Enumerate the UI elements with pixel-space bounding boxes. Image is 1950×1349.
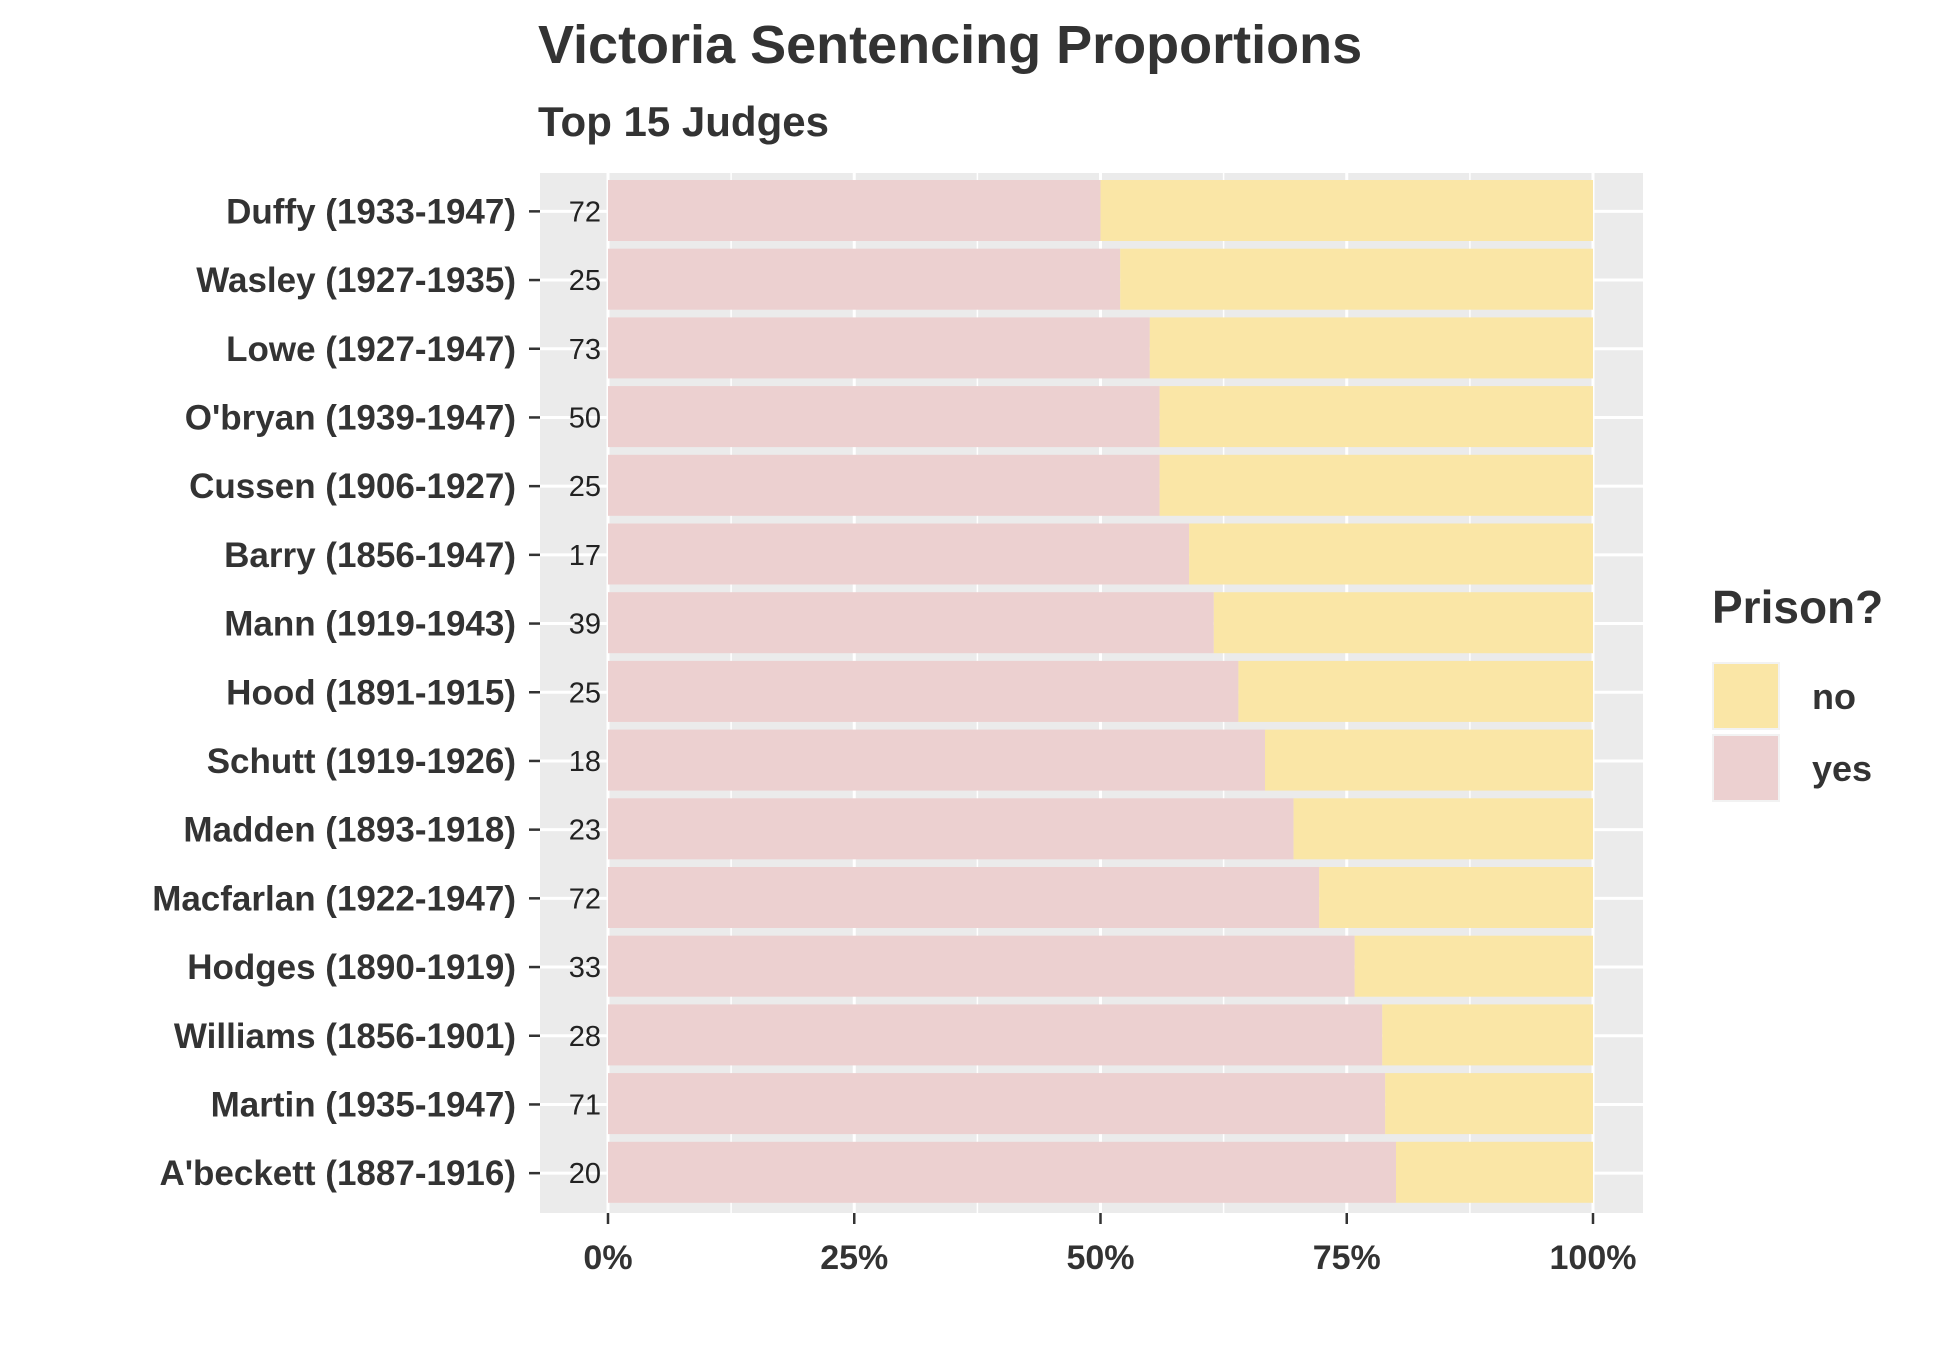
bar-no	[1293, 798, 1593, 860]
bar-yes	[608, 867, 1320, 928]
bar-yes	[608, 935, 1355, 997]
bar-yes	[608, 798, 1294, 860]
count-label: 25	[569, 265, 601, 297]
bar-yes	[608, 1073, 1386, 1135]
y-tick-label: Lowe (1927-1947)	[226, 330, 516, 369]
count-label: 17	[569, 540, 601, 572]
count-label: 39	[569, 609, 601, 641]
bar-yes	[608, 592, 1214, 654]
x-tick-label: 100%	[1550, 1239, 1637, 1277]
bar-yes	[608, 1141, 1396, 1203]
y-tick-label: Hood (1891-1915)	[226, 673, 516, 712]
bar-no	[1213, 592, 1593, 654]
bar-no	[1264, 729, 1593, 791]
y-tick-label: Macfarlan (1922-1947)	[152, 879, 516, 918]
count-label: 20	[569, 1158, 601, 1190]
x-tick-label: 0%	[583, 1239, 632, 1277]
legend-title: Prison?	[1712, 581, 1884, 633]
count-label: 23	[569, 815, 601, 847]
bar-yes	[608, 1004, 1383, 1066]
count-label: 72	[569, 196, 601, 228]
bar-no	[1149, 317, 1593, 379]
y-tick-label: Schutt (1919-1926)	[207, 742, 516, 781]
bar-yes	[608, 248, 1121, 310]
legend-item-yes: yes	[1712, 734, 1950, 806]
count-label: 50	[569, 402, 601, 434]
bar-yes	[608, 454, 1160, 516]
y-tick-label: A'beckett (1887-1916)	[159, 1154, 516, 1193]
bar-no	[1396, 1141, 1593, 1203]
y-tick-label: Martin (1935-1947)	[211, 1085, 516, 1124]
legend-item-no: no	[1712, 662, 1950, 734]
bar-yes	[608, 660, 1239, 722]
x-tick-label: 25%	[820, 1239, 888, 1277]
chart-title: Victoria Sentencing Proportions	[538, 15, 1363, 75]
count-label: 71	[569, 1089, 601, 1121]
legend-swatch-no	[1712, 662, 1780, 730]
legend-swatch-yes	[1712, 734, 1780, 802]
bar-no	[1238, 660, 1593, 722]
axis-labels: Duffy (1933-1947) 72 Wasley (1927-1935) 25 L…	[152, 192, 1636, 1277]
bar-no	[1159, 454, 1593, 516]
bar-yes	[608, 729, 1265, 791]
bar-yes	[608, 180, 1101, 241]
x-tick-label: 75%	[1313, 1239, 1381, 1277]
chart-subtitle: Top 15 Judges	[538, 98, 829, 145]
legend-label-no: no	[1812, 676, 1856, 717]
y-tick-label: Barry (1856-1947)	[224, 536, 516, 575]
bar-yes	[608, 386, 1160, 448]
y-tick-label: Madden (1893-1918)	[183, 811, 516, 850]
bar-no	[1159, 386, 1593, 448]
y-tick-label: Mann (1919-1943)	[224, 605, 516, 644]
count-label: 25	[569, 677, 601, 709]
bar-no	[1189, 523, 1593, 585]
y-tick-label: Hodges (1890-1919)	[187, 948, 516, 987]
legend-label-yes: yes	[1812, 748, 1873, 789]
bar-no	[1385, 1073, 1593, 1135]
x-tick-label: 50%	[1066, 1239, 1134, 1277]
bar-no	[1382, 1004, 1593, 1066]
count-label: 28	[569, 1021, 601, 1053]
y-tick-label: Duffy (1933-1947)	[226, 192, 516, 231]
count-label: 18	[569, 746, 601, 778]
bar-yes	[608, 523, 1190, 585]
count-label: 33	[569, 952, 601, 984]
count-label: 73	[569, 334, 601, 366]
y-tick-label: Cussen (1906-1927)	[189, 467, 516, 506]
bar-no	[1120, 248, 1593, 310]
bars	[608, 180, 1593, 1203]
bar-no	[1100, 180, 1593, 241]
y-tick-label: O'bryan (1939-1947)	[185, 398, 516, 437]
count-label: 72	[569, 883, 601, 915]
legend: Prison? no yes	[1712, 580, 1884, 802]
count-label: 25	[569, 471, 601, 503]
bar-no	[1319, 867, 1593, 928]
bar-yes	[608, 317, 1150, 379]
y-tick-label: Wasley (1927-1935)	[196, 261, 516, 300]
y-tick-label: Williams (1856-1901)	[174, 1017, 516, 1056]
bar-no	[1354, 935, 1593, 997]
